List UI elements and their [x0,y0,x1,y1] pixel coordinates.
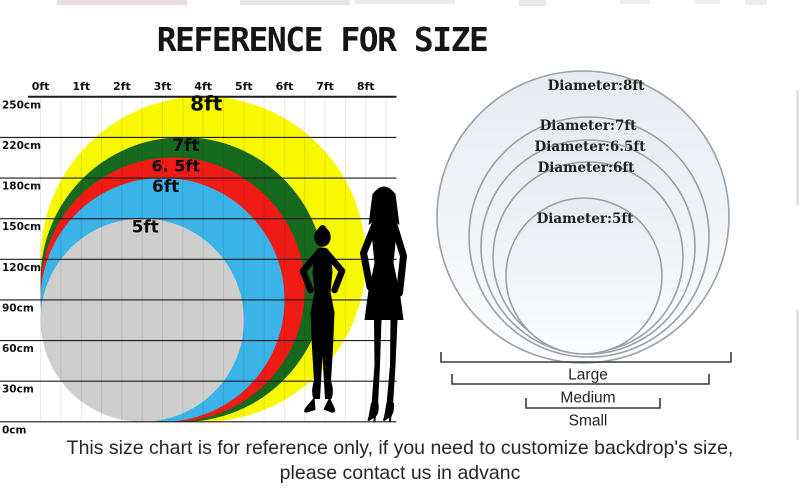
left-chart-grid [0,95,397,423]
y-axis-label: 120cm [2,262,41,274]
circle-size-label: 6. 5ft [151,157,200,176]
diameter-label: Diameter:8ft [548,78,646,94]
y-axis-label: 150cm [2,221,41,233]
cropped-text-artifact [519,0,546,6]
child-torso [310,247,335,313]
woman-left-arm [390,219,407,297]
y-axis-label: 220cm [2,140,41,152]
x-axis-label: 6ft [276,80,294,93]
x-axis-label: 3ft [154,80,172,93]
cropped-text-artifact [355,0,455,4]
left-chart-axis-labels: 0ft 1ft 2ft 3ft 4ft 5ft 6ft 7ft 8ft 250cm 220cm 180… [2,80,375,436]
size-bracket [525,398,661,409]
child-right-arm [324,250,346,294]
x-axis-label: 4ft [194,80,212,93]
circle-size-label: 8ft [190,92,223,116]
footer-note-line1: This size chart is for reference only, i… [66,437,734,459]
woman-torso [368,215,400,292]
diameter-label: Diameter:6.5ft [535,139,647,155]
size-group-label: Large [568,367,608,384]
backdrop-circle-5ft [40,218,244,422]
woman-head [375,187,393,208]
y-axis-label: 250cm [2,99,41,111]
child-head [314,227,331,247]
x-axis-label: 5ft [235,80,253,93]
page-title: REFERENCE FOR SIZE [156,20,489,59]
x-axis-label: 1ft [72,80,90,93]
diameter-circle [505,197,663,355]
cropped-text-artifact [57,0,187,5]
footer-note: This size chart is for reference only, i… [0,436,800,485]
size-bracket [451,374,710,385]
woman-right-shoe [383,403,395,422]
size-group-brackets: Large Medium Small [440,352,732,430]
diameter-label: Diameter:5ft [537,211,635,227]
diameter-label: Diameter:7ft [540,118,638,134]
woman-silhouette [360,186,407,422]
right-diagram-circles: Diameter:8ft Diameter:7ft Diameter:6.5ft Di… [436,70,730,364]
y-axis-label: 0cm [2,424,27,436]
child-silhouette [299,225,346,413]
cropped-text-artifact [745,0,767,5]
x-axis-label: 7ft [316,80,334,93]
size-group-label: Small [569,413,608,430]
woman-skirt [364,290,404,320]
x-axis-label: 2ft [113,80,131,93]
y-axis-label: 180cm [2,181,41,193]
diameter-label: Diameter:6ft [538,160,636,176]
child-left-foot [304,397,316,413]
cropped-text-artifact [695,0,720,4]
cropped-text-artifact [240,0,350,5]
size-group-label: Medium [560,390,615,407]
woman-left-leg [371,320,382,405]
y-axis-label: 30cm [2,384,34,396]
circle-size-label: 5ft [132,218,159,238]
woman-left-shoe [367,403,379,422]
child-pants [310,311,335,399]
y-axis-label: 60cm [2,343,34,355]
human-silhouettes [299,186,407,422]
y-axis-label: 90cm [2,302,34,314]
woman-right-arm [360,219,379,291]
x-axis-label: 0ft [32,80,50,93]
circle-size-label: 7ft [172,136,199,156]
child-left-arm [299,250,321,294]
x-axis-label: 8ft [357,80,375,93]
size-bracket [440,352,732,363]
woman-right-leg [386,320,398,405]
circle-size-label: 6ft [152,177,179,197]
cropped-edge-artifacts [57,0,799,440]
cropped-text-artifact [620,0,650,4]
footer-note-line2: please contact us in advanc [279,461,521,484]
child-right-foot [323,397,336,413]
